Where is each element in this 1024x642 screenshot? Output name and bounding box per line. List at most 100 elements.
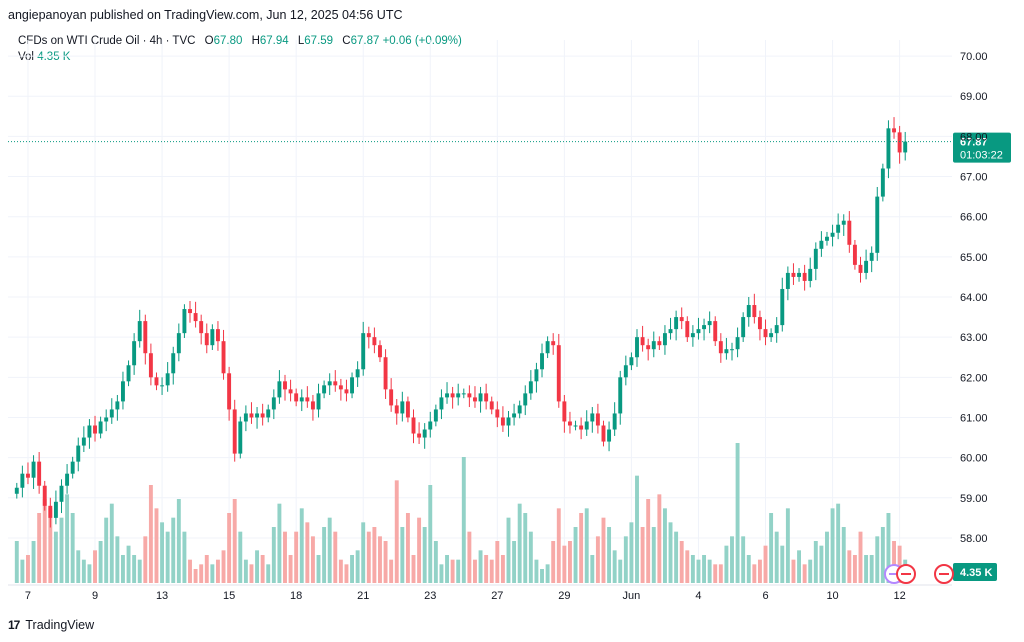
volume-bar <box>215 559 220 583</box>
volume-bar <box>752 564 757 583</box>
volume-bar <box>540 569 544 583</box>
volume-bar <box>646 499 651 583</box>
volume-bar <box>662 508 667 583</box>
volume-bar <box>48 508 53 583</box>
close-label: C <box>342 35 351 47</box>
price-tick-label: 61.00 <box>960 412 988 424</box>
tradingview-brand-text: TradingView <box>25 618 95 632</box>
candle-body <box>892 128 896 133</box>
volume-bar <box>361 522 366 583</box>
volume-bar <box>556 508 561 583</box>
candle-body <box>797 272 801 277</box>
candle-body <box>31 461 36 478</box>
candle-body <box>808 268 813 281</box>
volume-bar <box>864 555 869 583</box>
candle-body <box>657 341 662 346</box>
price-tick-label: 69.00 <box>960 91 988 103</box>
candle-body <box>65 473 70 486</box>
volume-bar <box>584 508 589 583</box>
candle-body <box>450 393 455 398</box>
candle-body <box>193 313 198 322</box>
time-tick-label: 7 <box>25 590 31 602</box>
candle-body <box>646 345 651 350</box>
volume-bar <box>635 475 639 583</box>
candle-body <box>143 321 148 354</box>
volume-bar <box>148 485 153 583</box>
volume-bar <box>59 517 64 583</box>
candle-body <box>383 357 388 390</box>
candle-body <box>830 232 835 237</box>
volume-bar <box>897 545 902 583</box>
volume-bar <box>825 531 829 583</box>
symbol-description[interactable]: CFDs on WTI Crude Oil · 4h · TVC <box>18 35 196 47</box>
volume-bar <box>746 555 751 583</box>
candle-body <box>668 329 673 334</box>
candle-body <box>232 409 237 454</box>
candle-body <box>528 381 533 394</box>
candle-body <box>836 224 841 233</box>
candle-body <box>137 321 142 342</box>
volume-bar <box>769 513 774 583</box>
volume-bar <box>243 559 248 583</box>
candle-body <box>277 381 282 398</box>
price-tick-label: 64.00 <box>960 292 988 304</box>
volume-bar <box>445 555 449 583</box>
volume-bar <box>841 527 846 583</box>
candle-body <box>355 369 360 378</box>
volume-bar <box>165 531 170 583</box>
volume-bar <box>517 503 522 583</box>
volume-bar <box>473 559 477 583</box>
candle-body <box>590 413 595 422</box>
chart-grid <box>8 40 952 583</box>
candle-body <box>126 365 131 382</box>
candle-body <box>132 341 137 366</box>
candle-body <box>215 329 220 342</box>
candle-body <box>422 429 427 438</box>
high-label: H <box>251 35 260 47</box>
countdown-label: 01:03:22 <box>960 150 1003 162</box>
volume-bar <box>545 564 550 583</box>
candle-body <box>14 487 19 494</box>
volume-bar <box>713 564 718 583</box>
volume-bar <box>819 545 824 583</box>
time-tick-label: 10 <box>826 590 838 602</box>
volume-bar <box>366 531 371 583</box>
candle-body <box>584 421 589 430</box>
time-tick-label: 13 <box>156 590 168 602</box>
candle-body <box>121 381 125 402</box>
volume-bar <box>523 513 528 583</box>
candle-body <box>411 417 416 434</box>
candle-body <box>864 260 869 273</box>
time-tick-label: 21 <box>357 590 369 602</box>
candle-body <box>489 401 494 410</box>
volume-bar <box>210 564 215 583</box>
volume-bar <box>461 457 466 583</box>
candle-body <box>785 272 790 289</box>
candle-body <box>255 413 260 418</box>
candle-body <box>562 401 567 422</box>
volume-bar <box>791 559 796 583</box>
time-tick-label: 9 <box>92 590 98 602</box>
candle-body <box>752 305 757 318</box>
candle-body <box>188 309 192 314</box>
volume-bar <box>651 527 656 583</box>
candle-body <box>148 353 153 378</box>
tradingview-branding[interactable]: 17 TradingView <box>8 618 94 632</box>
candle-body <box>109 409 114 418</box>
candles <box>14 117 908 528</box>
candle-body <box>651 341 656 350</box>
candle-body <box>417 433 422 438</box>
high-value: 67.94 <box>259 35 289 47</box>
candle-body <box>523 393 528 406</box>
candle-body <box>98 421 103 434</box>
candle-body <box>825 236 829 241</box>
candle-body <box>37 461 42 486</box>
candle-body <box>322 385 327 394</box>
candle-body <box>333 381 338 386</box>
candle-body <box>897 132 902 153</box>
price-axis: 70.00 69.00 68.00 67.00 66.00 65.00 64.00 63.00… <box>960 51 988 545</box>
volume-bar <box>601 517 606 583</box>
volume-bar <box>260 555 265 583</box>
candle-body <box>674 317 679 330</box>
